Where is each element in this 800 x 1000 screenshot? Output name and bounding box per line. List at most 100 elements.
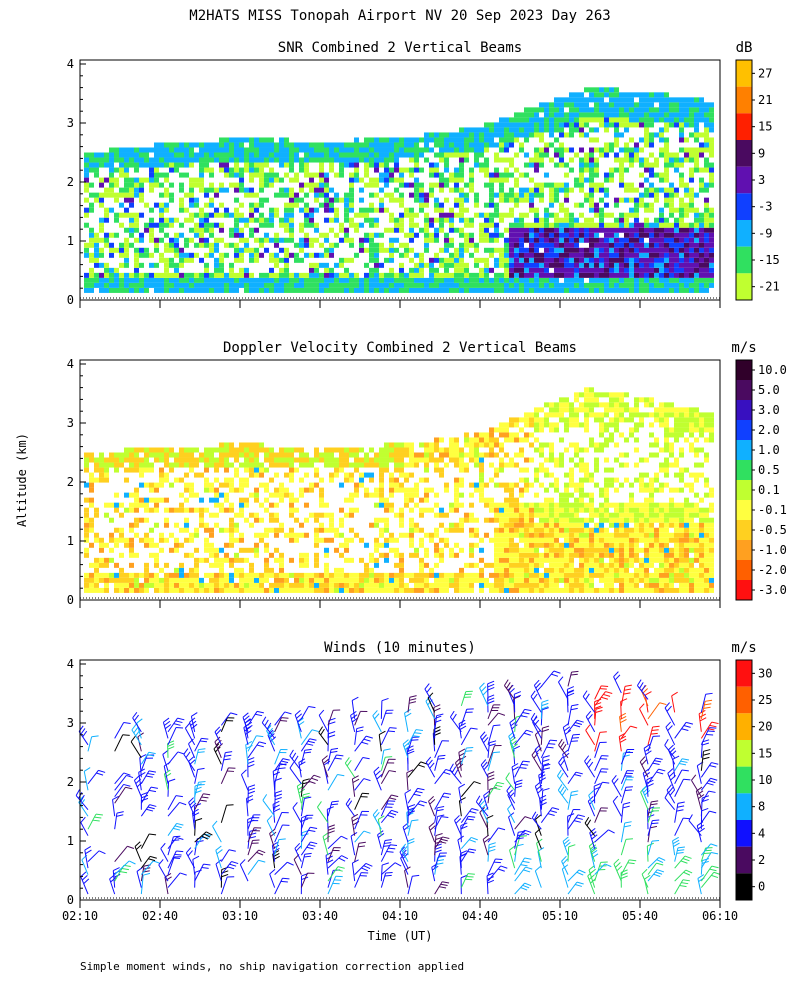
doppler-cell [589,577,594,583]
snr-cell [99,192,104,198]
doppler-cell [129,552,134,558]
snr-cell [394,237,399,243]
doppler-cell [559,502,564,508]
snr-cell [624,227,629,233]
doppler-cell [574,537,579,543]
snr-cell [489,217,494,223]
snr-cell [704,212,709,218]
doppler-cell [319,452,324,458]
doppler-cell [304,572,309,578]
doppler-cell [569,512,574,518]
snr-cell [514,242,519,248]
snr-cell [619,272,624,278]
doppler-cell [149,487,154,493]
snr-cell [644,272,649,278]
doppler-cell [504,427,509,433]
snr-cell [334,212,339,218]
snr-cell [239,142,244,148]
snr-cell [389,282,394,288]
snr-cell [624,157,629,163]
snr-cell [504,257,509,263]
snr-cell [644,117,649,123]
doppler-cell [494,572,499,578]
snr-cell [149,177,154,183]
snr-cell [604,172,609,178]
doppler-cell [584,502,589,508]
doppler-cell [409,587,414,593]
doppler-cell [379,572,384,578]
snr-cell [104,267,109,273]
snr-cell [264,162,269,168]
snr-cell [654,97,659,103]
doppler-cell [234,582,239,588]
snr-cell [569,262,574,268]
snr-cell [389,227,394,233]
doppler-cell [129,502,134,508]
doppler-cell [289,457,294,463]
snr-cell [544,287,549,293]
doppler-cell [164,472,169,478]
doppler-cell [444,587,449,593]
snr-cell [579,267,584,273]
snr-cell [359,237,364,243]
snr-cell [484,137,489,143]
doppler-cell [374,562,379,568]
snr-cell [89,282,94,288]
snr-cell [429,257,434,263]
doppler-cell [559,397,564,403]
snr-cell [259,137,264,143]
snr-cell [214,152,219,158]
doppler-cell [149,572,154,578]
doppler-cell [549,582,554,588]
snr-cell [589,167,594,173]
snr-cell [419,227,424,233]
snr-cell [489,267,494,273]
doppler-cell [329,512,334,518]
snr-cell [194,277,199,283]
snr-cell [524,192,529,198]
snr-cell [654,252,659,258]
snr-cell [664,277,669,283]
doppler-cell [564,577,569,583]
snr-cell [119,287,124,293]
doppler-cell [289,462,294,468]
snr-cell [554,277,559,283]
snr-cell [324,207,329,213]
snr-cell [644,107,649,113]
snr-cell [499,287,504,293]
snr-cell [559,262,564,268]
snr-cell [209,187,214,193]
doppler-cell [559,417,564,423]
snr-cell [634,237,639,243]
snr-cell [209,227,214,233]
doppler-cell [569,537,574,543]
snr-cell [664,192,669,198]
snr-cell [614,257,619,263]
snr-cell [84,162,89,168]
doppler-cell [389,537,394,543]
doppler-cell [509,582,514,588]
snr-cell [674,167,679,173]
snr-cell [574,232,579,238]
snr-cell [489,122,494,128]
doppler-cell [474,562,479,568]
snr-cell [574,237,579,243]
snr-cell [639,252,644,258]
snr-cell [359,277,364,283]
snr-cell [414,167,419,173]
doppler-cell [539,427,544,433]
doppler-cell [484,482,489,488]
snr-cell [489,247,494,253]
snr-cell [679,162,684,168]
snr-cell [559,267,564,273]
snr-cell [534,147,539,153]
snr-cell [469,147,474,153]
snr-cell [669,252,674,258]
snr-cell [109,242,114,248]
doppler-cell [224,527,229,533]
snr-cell [614,267,619,273]
snr-cell [599,217,604,223]
snr-cell [679,232,684,238]
snr-cell [614,217,619,223]
snr-cell [439,147,444,153]
